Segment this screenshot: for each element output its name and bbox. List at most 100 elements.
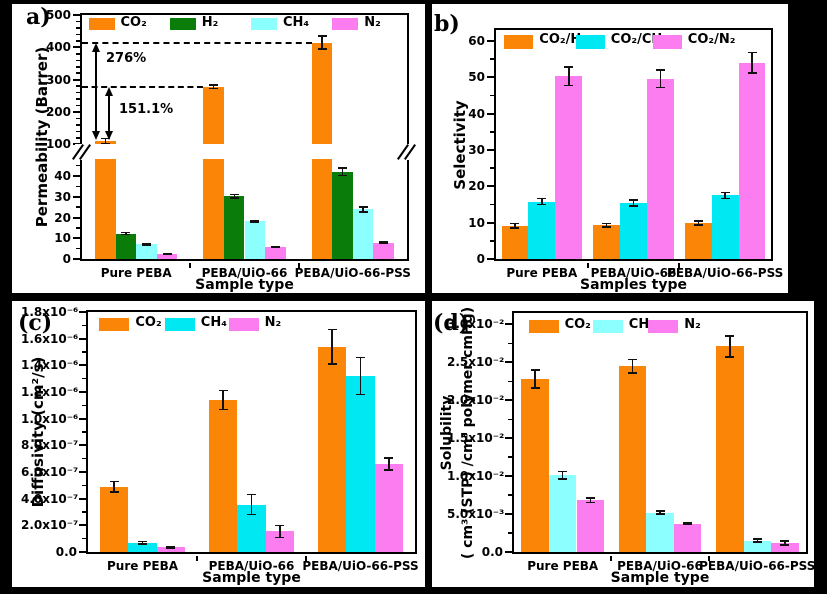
y-axis-tick [487, 185, 494, 188]
y-tick-label: 8.0x10⁻⁷ [21, 438, 79, 453]
y-axis-minor-tick [508, 494, 512, 496]
error-bar [514, 223, 516, 228]
error-bar [697, 221, 699, 225]
error-bar-cap [537, 197, 547, 200]
x-axis-tick [610, 556, 613, 561]
y-axis-minor-tick [490, 131, 494, 133]
error-bar-cap [725, 335, 735, 337]
y-axis-minor-tick [76, 33, 80, 36]
error-bar-cap [275, 536, 285, 539]
bar [156, 547, 185, 552]
y-axis-tick [487, 112, 494, 115]
panel-d-y-axis-title: Solubility [439, 395, 455, 470]
y-axis-minor-tick [76, 66, 80, 68]
error-bar [589, 498, 591, 503]
error-bar-cap [218, 408, 228, 411]
error-bar-cap [229, 197, 239, 199]
error-bar-cap [602, 222, 612, 225]
category-label: Pure PEBA [100, 266, 172, 280]
error-bar-cap [317, 35, 327, 37]
error-bar-cap [121, 233, 131, 236]
legend-swatch-N₂ [332, 18, 359, 30]
error-bar-cap [338, 174, 347, 177]
arrow-head-up [91, 42, 100, 52]
legend-swatch-H₂ [169, 18, 196, 30]
y-tick-label: 3.0x10⁻² [447, 317, 505, 332]
y-axis-tick [505, 399, 512, 402]
annotation-label: 151.1% [119, 102, 174, 118]
y-axis-tick [505, 513, 512, 516]
y-axis-minor-tick [82, 351, 86, 353]
y-tick-label: 0 [476, 252, 485, 266]
bar [311, 42, 333, 145]
y-axis-tick [487, 39, 494, 42]
category-label: Pure PEBA [506, 266, 578, 280]
arrow-head-down [104, 131, 113, 141]
error-bar-cap [121, 231, 131, 234]
y-tick-label: 100 [45, 137, 71, 152]
error-bar [605, 223, 608, 227]
error-bar-cap [564, 84, 574, 87]
y-tick-label: 40 [54, 169, 71, 183]
bar [346, 376, 375, 552]
error-bar-cap [317, 48, 327, 50]
y-axis-tick [505, 323, 512, 326]
error-bar-cap [100, 142, 110, 145]
x-axis-tick [196, 556, 198, 561]
y-tick-label: 0 [62, 252, 71, 266]
error-bar [341, 168, 344, 176]
y-axis-tick [505, 551, 512, 553]
error-bar [784, 541, 786, 545]
panel-c: (c) 0.0 2.0x10⁻⁷ 4.0x10⁻⁷ 6.0x10⁻⁷ 8.0x10⁻⁷ 1… [12, 301, 425, 587]
y-tick-label: 1.0x10⁻⁶ [21, 411, 79, 426]
y-axis-minor-tick [76, 206, 80, 208]
category-label: PEBA/UiO-66 [201, 266, 288, 280]
error-bar-cap [209, 84, 219, 86]
y-tick-label: 1.4x10⁻⁶ [21, 358, 79, 373]
bar [318, 346, 347, 552]
error-bar [222, 390, 224, 410]
error-bar-cap [683, 522, 693, 524]
panel-c-plot-area: 0.0 2.0x10⁻⁷ 4.0x10⁻⁷ 6.0x10⁻⁷ 8.0x10⁻⁷ 1.0x1… [21, 305, 419, 573]
y-tick-label: 1.6x10⁻⁶ [21, 331, 79, 346]
y-axis-tick [487, 221, 494, 224]
bar [620, 203, 647, 259]
y-axis-minor-tick [76, 40, 80, 42]
category-label: PEBA/UiO-66-PSS [294, 266, 411, 280]
category-label: PEBA/UiO-66-PSS [302, 559, 419, 573]
error-bar [659, 70, 662, 88]
y-tick-label: 20 [54, 210, 71, 225]
error-bar-cap [629, 199, 638, 201]
legend-label: CO₂ [564, 317, 591, 332]
error-bar [233, 194, 235, 198]
y-axis-tick [79, 364, 86, 367]
error-bar-cap [247, 513, 256, 516]
legend-swatch-N₂ [648, 320, 679, 333]
error-bar-cap [720, 191, 730, 194]
y-axis-tick [73, 14, 80, 16]
y-axis-tick [79, 311, 86, 313]
y-tick-label: 1.8x10⁻⁶ [21, 305, 79, 319]
y-axis-tick [73, 195, 80, 198]
y-axis-minor-tick [76, 185, 80, 188]
error-bar [279, 525, 281, 538]
x-axis-tick [305, 556, 307, 561]
category-label: PEBA/UiO-66-PSS [699, 559, 814, 573]
category-label: Pure PEBA [107, 559, 178, 573]
bar [100, 486, 129, 552]
y-tick-label: 10 [54, 231, 71, 246]
y-axis-tick [505, 475, 512, 478]
legend-swatch-CO₂/CH₄ [575, 35, 605, 49]
y-axis-tick [79, 551, 86, 553]
legend-swatch-CH₄ [251, 18, 277, 30]
legend-swatch-CO₂/H₂ [504, 35, 534, 49]
category-label: PEBA/UiO-66 [590, 266, 677, 280]
y-axis-minor-tick [490, 58, 494, 60]
legend-swatch-CO₂ [88, 18, 115, 30]
y-axis-minor-tick [82, 484, 86, 487]
y-tick-label: 1.2x10⁻⁶ [21, 385, 79, 399]
bar [673, 523, 702, 552]
error-bar-cap [510, 222, 520, 225]
error-bar [631, 359, 634, 373]
